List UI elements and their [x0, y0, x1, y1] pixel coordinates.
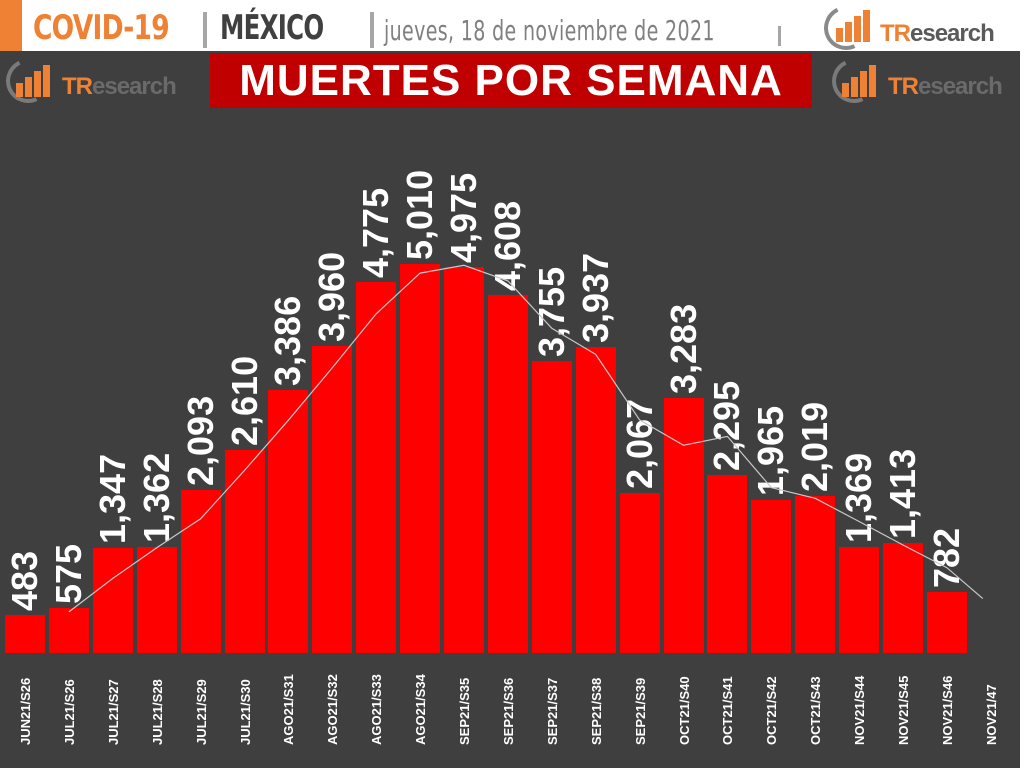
logo-bars-icon — [842, 63, 876, 97]
logo-bars-icon — [836, 8, 870, 42]
bar — [883, 543, 923, 653]
bar — [5, 615, 45, 653]
bar — [795, 496, 836, 653]
trend-line — [68, 264, 984, 613]
logo-wordmark: TResearch — [888, 73, 1003, 100]
bar — [751, 500, 792, 653]
right-border — [1020, 51, 1024, 768]
bar — [575, 347, 616, 653]
separator — [370, 12, 374, 48]
bar — [92, 548, 133, 653]
separator — [203, 12, 207, 48]
bar — [312, 345, 353, 653]
bar — [663, 398, 704, 653]
bar — [224, 450, 265, 653]
bar — [707, 474, 748, 653]
logo-wordmark: TResearch — [62, 73, 177, 100]
logo-wordmark: TResearch — [880, 20, 995, 47]
bar — [356, 282, 397, 653]
country-label: MÉXICO — [220, 8, 324, 48]
bar — [531, 361, 572, 653]
bar — [400, 264, 441, 653]
bar — [444, 266, 484, 653]
header-banner: COVID-19 MÉXICO jueves, 18 de noviembre … — [0, 0, 1024, 57]
tresearch-logo-header: TResearch — [817, 0, 1022, 57]
bar — [136, 547, 177, 653]
tresearch-logo-right: TResearch — [825, 52, 1022, 110]
logo-bars-icon — [16, 63, 50, 97]
topic-label: COVID-19 — [33, 8, 170, 48]
tresearch-logo-left: TResearch — [0, 52, 199, 110]
bar-chart: 483 JUN21/S26 575 JUL21/S26 1,347 JUL21/S27 1,… — [0, 110, 1020, 768]
bar — [268, 390, 309, 653]
bar — [926, 592, 967, 653]
bar — [619, 492, 660, 653]
chart-title: MUERTES POR SEMANA — [210, 53, 812, 108]
bar — [839, 546, 880, 653]
separator — [778, 26, 781, 46]
bar — [180, 490, 221, 653]
date-label: jueves, 18 de noviembre de 2021 — [384, 14, 715, 47]
accent-bar — [0, 0, 22, 51]
bar — [487, 295, 528, 653]
bar — [48, 608, 89, 653]
